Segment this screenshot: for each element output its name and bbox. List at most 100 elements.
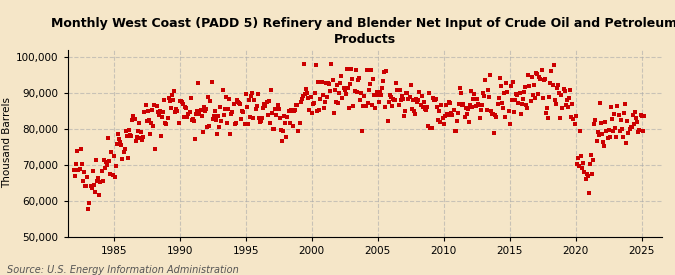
Point — [142, 108, 153, 113]
Point — [230, 120, 241, 125]
Point — [593, 133, 604, 138]
Point — [416, 94, 427, 98]
Point — [358, 104, 369, 108]
Point — [271, 113, 282, 118]
Point — [497, 105, 508, 110]
Point — [511, 91, 522, 96]
Point — [322, 95, 333, 99]
Point — [321, 81, 331, 86]
Point — [174, 99, 185, 103]
Point — [408, 97, 418, 102]
Point — [567, 101, 578, 106]
Point — [181, 106, 192, 111]
Point — [354, 98, 365, 103]
Point — [459, 115, 470, 119]
Point — [256, 116, 267, 120]
Point — [289, 108, 300, 113]
Point — [477, 103, 487, 107]
Point — [352, 90, 362, 94]
Point — [413, 98, 424, 103]
Point — [475, 116, 485, 120]
Point — [551, 102, 562, 106]
Point — [478, 91, 489, 95]
Point — [148, 124, 159, 128]
Point — [460, 106, 471, 111]
Point — [562, 105, 573, 109]
Point — [583, 191, 594, 195]
Point — [580, 177, 591, 182]
Point — [298, 94, 308, 98]
Point — [375, 90, 385, 94]
Point — [269, 126, 279, 131]
Point — [191, 112, 202, 116]
Point — [382, 119, 393, 123]
Point — [381, 69, 392, 73]
Point — [489, 131, 500, 135]
Point — [485, 73, 495, 77]
Point — [364, 88, 375, 93]
Point — [316, 80, 327, 85]
Point — [360, 104, 371, 108]
Point — [468, 97, 479, 101]
Point — [445, 100, 456, 105]
Point — [544, 94, 555, 99]
Point — [251, 104, 262, 108]
Point — [490, 113, 501, 117]
Point — [608, 128, 618, 133]
Point — [516, 101, 527, 106]
Point — [635, 112, 646, 117]
Point — [170, 110, 181, 114]
Point — [514, 91, 525, 95]
Point — [71, 161, 82, 166]
Point — [391, 81, 402, 86]
Point — [392, 88, 403, 93]
Point — [431, 97, 441, 101]
Point — [165, 106, 176, 110]
Point — [106, 150, 117, 155]
Point — [541, 111, 551, 116]
Point — [473, 103, 484, 108]
Point — [173, 121, 184, 125]
Point — [479, 94, 490, 98]
Point — [609, 111, 620, 116]
Point — [500, 115, 511, 119]
Point — [277, 139, 288, 143]
Point — [137, 138, 148, 142]
Y-axis label: Thousand Barrels: Thousand Barrels — [2, 98, 11, 188]
Point — [312, 109, 323, 114]
Point — [304, 108, 315, 112]
Point — [203, 95, 214, 99]
Point — [631, 116, 642, 120]
Point — [90, 158, 101, 163]
Point — [568, 117, 579, 121]
Point — [122, 134, 132, 138]
Point — [265, 87, 276, 92]
Point — [307, 102, 318, 106]
Point — [551, 85, 562, 90]
Point — [375, 93, 386, 97]
Point — [456, 91, 466, 96]
Point — [429, 98, 439, 102]
Point — [625, 125, 636, 129]
Point — [188, 117, 198, 122]
Point — [259, 101, 270, 106]
Point — [524, 84, 535, 89]
Point — [529, 82, 539, 87]
Point — [485, 109, 496, 114]
Point — [398, 97, 408, 101]
Point — [218, 112, 229, 117]
Point — [263, 112, 273, 117]
Point — [446, 111, 457, 116]
Point — [506, 98, 517, 102]
Point — [547, 83, 558, 87]
Point — [387, 97, 398, 101]
Point — [105, 171, 116, 176]
Point — [151, 104, 162, 108]
Point — [371, 90, 382, 95]
Point — [452, 119, 462, 124]
Point — [362, 101, 373, 105]
Point — [515, 112, 526, 116]
Point — [587, 171, 597, 176]
Point — [396, 98, 406, 102]
Point — [263, 99, 274, 103]
